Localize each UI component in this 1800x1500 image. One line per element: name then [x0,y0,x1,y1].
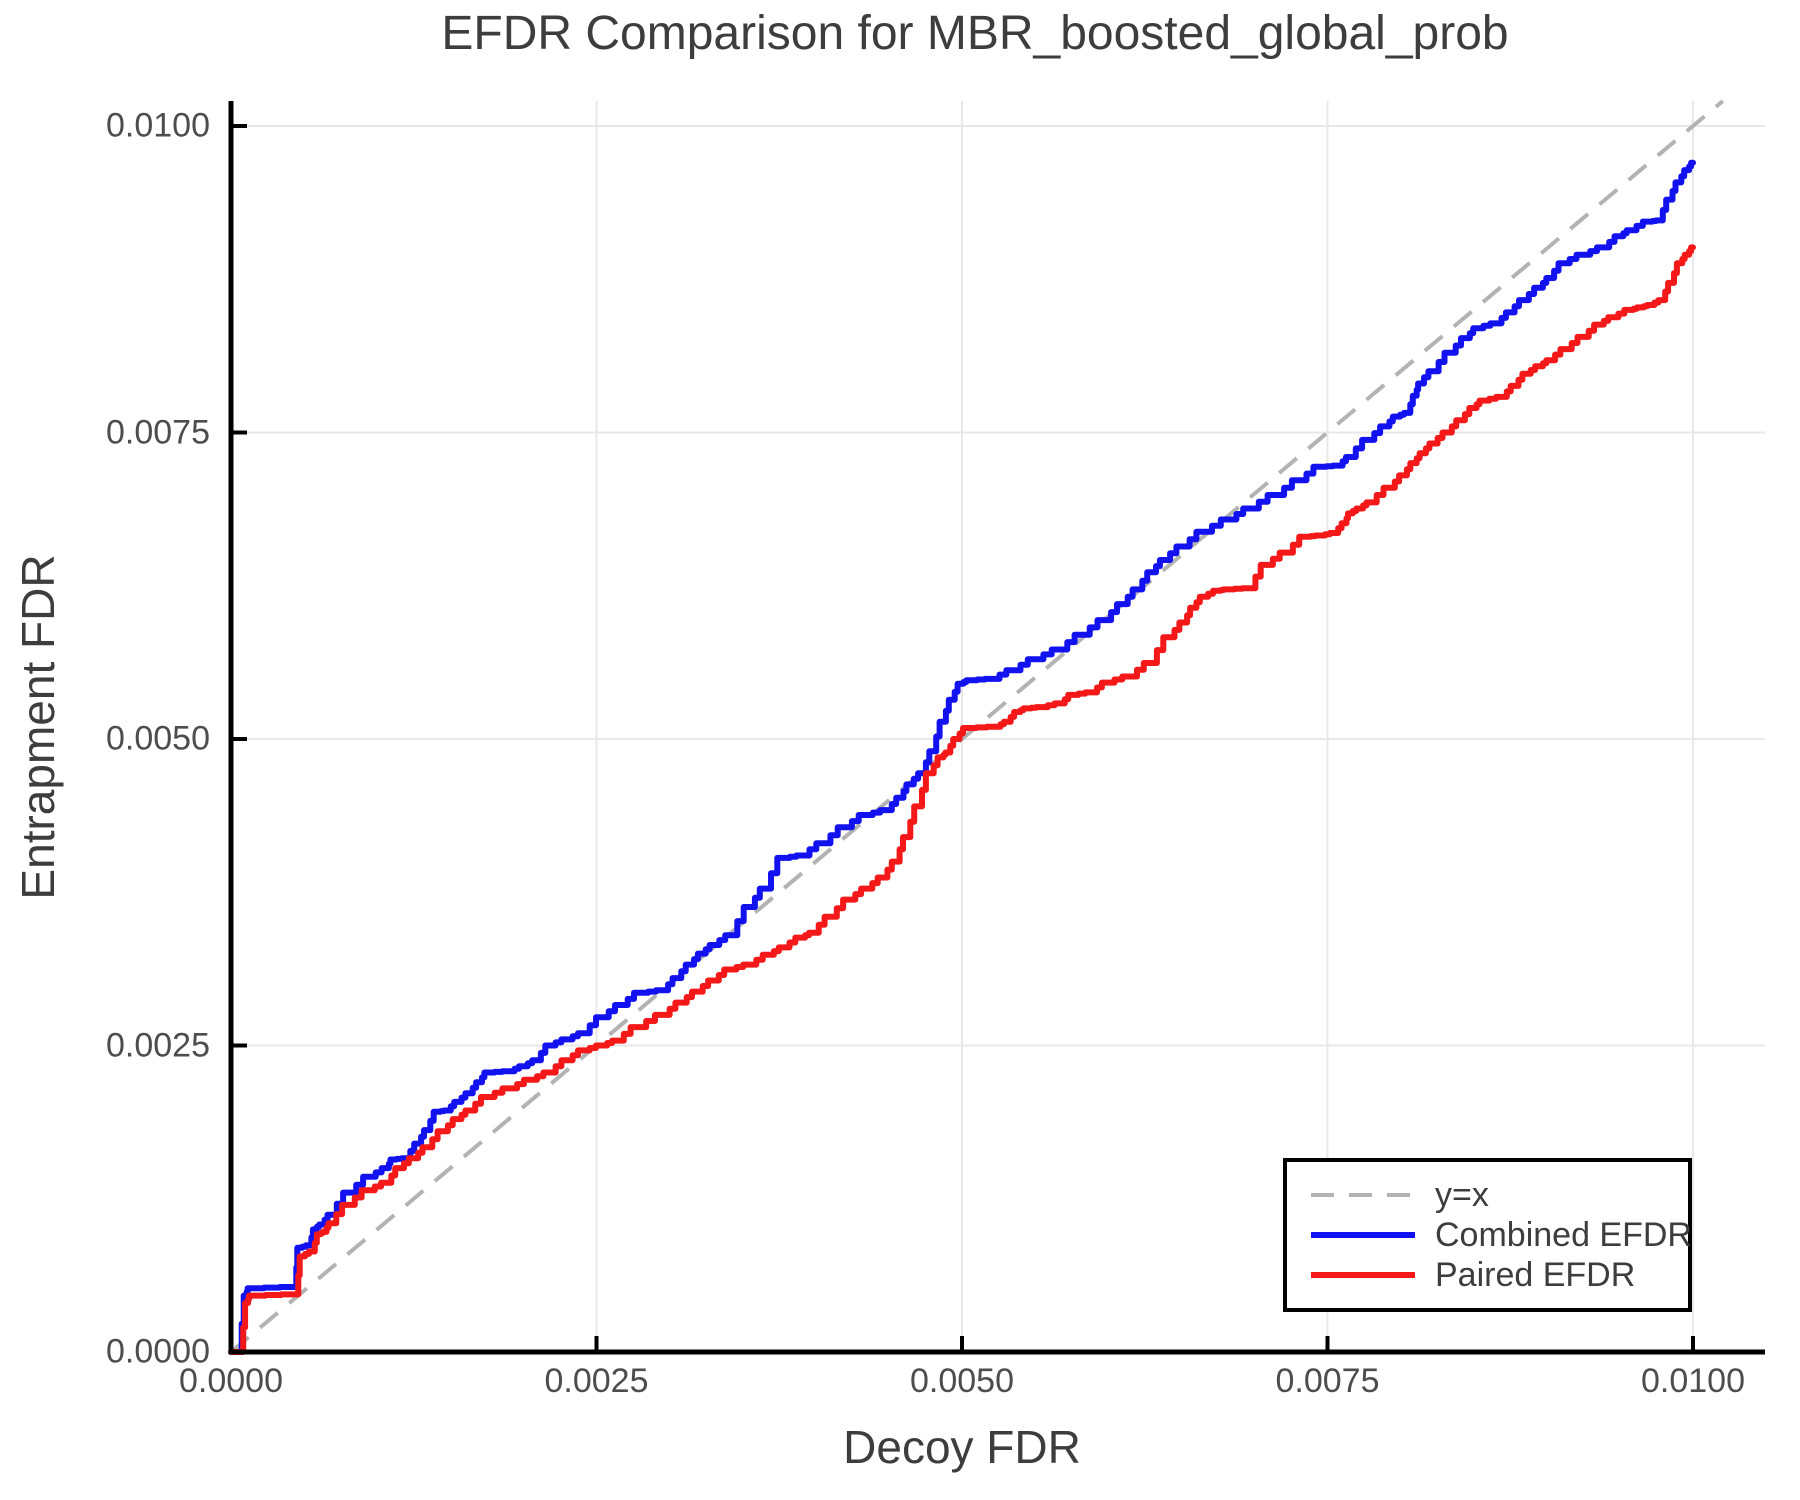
legend-entry-paired-efdr: Paired EFDR [1309,1256,1688,1294]
yx-dashed-line-swatch [1311,1193,1415,1197]
y-equals-x-reference-line [229,99,1725,1354]
axis-spines-and-ticks [228,101,1765,1355]
combined-efdr-line-swatch [1311,1232,1415,1238]
legend-entry-yx: y=x [1309,1176,1688,1214]
x-tick-label: 0.0000 [179,1362,283,1400]
x-tick-label: 0.0075 [1275,1362,1380,1400]
combined-efdr-line [228,159,1696,1355]
x-tick-label: 0.0025 [544,1362,649,1400]
legend-entry-combined-efdr: Combined EFDR [1309,1216,1692,1254]
chart-title: EFDR Comparison for MBR_boosted_global_p… [441,7,1509,60]
y-tick-label: 0.0100 [106,106,210,145]
x-axis-title: Decoy FDR [843,1421,1081,1473]
legend: y=x Combined EFDR Paired EFDR [1283,1158,1692,1312]
y-tick-label: 0.0050 [106,719,210,758]
legend-label-paired-efdr: Paired EFDR [1435,1255,1636,1294]
y-tick-label: 0.0075 [106,413,210,451]
y-tick-label: 0.0025 [106,1026,210,1064]
legend-label-yx: y=x [1435,1175,1489,1214]
paired-efdr-line-swatch [1311,1272,1415,1278]
y-tick-label: 0.0000 [106,1332,210,1371]
data-series-lines [228,159,1696,1355]
x-tick-label: 0.0100 [1641,1362,1745,1400]
x-tick-label: 0.0050 [910,1362,1014,1400]
y-axis-title: Entrapment FDR [12,554,64,900]
paired-efdr-line [228,244,1696,1355]
legend-label-combined-efdr: Combined EFDR [1435,1215,1692,1254]
